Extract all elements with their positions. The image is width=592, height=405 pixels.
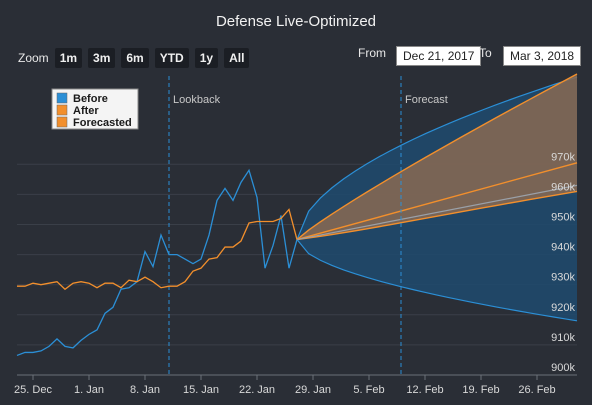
y-tick-label: 960k xyxy=(551,181,575,193)
from-label: From xyxy=(358,46,386,60)
legend-label-before: Before xyxy=(73,93,108,105)
zoom-label: Zoom xyxy=(18,51,49,65)
from-date-wrap: Dec 21, 2017 xyxy=(389,46,482,66)
forecast-band-layer xyxy=(296,73,578,322)
to-date-wrap: Mar 3, 2018 xyxy=(496,46,582,66)
plot-line-layer: Lookback Forecast xyxy=(168,76,448,375)
zoom-all-button[interactable]: All xyxy=(224,48,250,68)
series-layer xyxy=(16,168,298,357)
to-label: To xyxy=(479,46,492,60)
zoom-ytd-button[interactable]: YTD xyxy=(154,48,189,68)
forecast-inner-upper-line xyxy=(296,73,578,241)
forecast-inner-band xyxy=(297,74,577,240)
from-date-input[interactable]: Dec 21, 2017 xyxy=(396,46,482,66)
to-label-wrap: To xyxy=(479,46,492,60)
chart-title: Defense Live-Optimized xyxy=(215,13,377,30)
zoom-toolbar: Zoom 1m 3m 6m YTD 1y All xyxy=(18,48,255,68)
series-line-before xyxy=(16,168,298,357)
zoom-1m-button[interactable]: 1m xyxy=(54,48,83,68)
forecast-outer-lower-line xyxy=(296,239,578,322)
forecast-inner-lower-line xyxy=(296,190,578,241)
y-tick-label: 950k xyxy=(551,212,575,224)
zoom-3m-button[interactable]: 3m xyxy=(88,48,116,68)
legend-label-after: After xyxy=(73,105,99,117)
y-tick-label: 900k xyxy=(551,362,575,374)
y-tick-label: 940k xyxy=(551,242,575,254)
y-tick-label: 970k xyxy=(551,151,575,163)
x-tick-label: 8. Jan xyxy=(130,384,160,396)
x-tick-label: 1. Jan xyxy=(74,384,104,396)
x-tick-label: 22. Jan xyxy=(239,384,275,396)
y-tick-label: 930k xyxy=(551,272,575,284)
legend-swatch xyxy=(56,116,68,128)
x-tick-label: 12. Feb xyxy=(406,384,443,396)
zoom-6m-button[interactable]: 6m xyxy=(121,48,149,68)
zoom-1y-button[interactable]: 1y xyxy=(194,48,219,68)
x-tick-label: 15. Jan xyxy=(183,384,219,396)
axis-layer: 900k 910k 920k 930k 940k 950k 960k 970k 25. Dec 1… xyxy=(14,151,577,396)
legend-label-forecasted: Forecasted xyxy=(73,117,132,129)
x-tick-label: 19. Feb xyxy=(462,384,499,396)
plot-line-label: Forecast xyxy=(405,94,448,106)
from-label-wrap: From xyxy=(358,46,386,60)
x-tick-label: 5. Feb xyxy=(353,384,384,396)
x-tick-label: 25. Dec xyxy=(14,384,52,396)
x-tick-label: 26. Feb xyxy=(518,384,555,396)
y-tick-label: 920k xyxy=(551,302,575,314)
plot-line-label: Lookback xyxy=(173,94,221,106)
forecast-median-line xyxy=(296,184,578,241)
x-tick-label: 29. Jan xyxy=(295,384,331,396)
forecast-center-line xyxy=(296,162,578,241)
forecast-outer-upper-line xyxy=(296,76,578,240)
legend-swatch xyxy=(56,92,68,104)
legend-swatch xyxy=(56,104,68,116)
series-line-after xyxy=(17,208,298,291)
to-date-input[interactable]: Mar 3, 2018 xyxy=(503,46,582,66)
y-tick-label: 910k xyxy=(551,332,575,344)
